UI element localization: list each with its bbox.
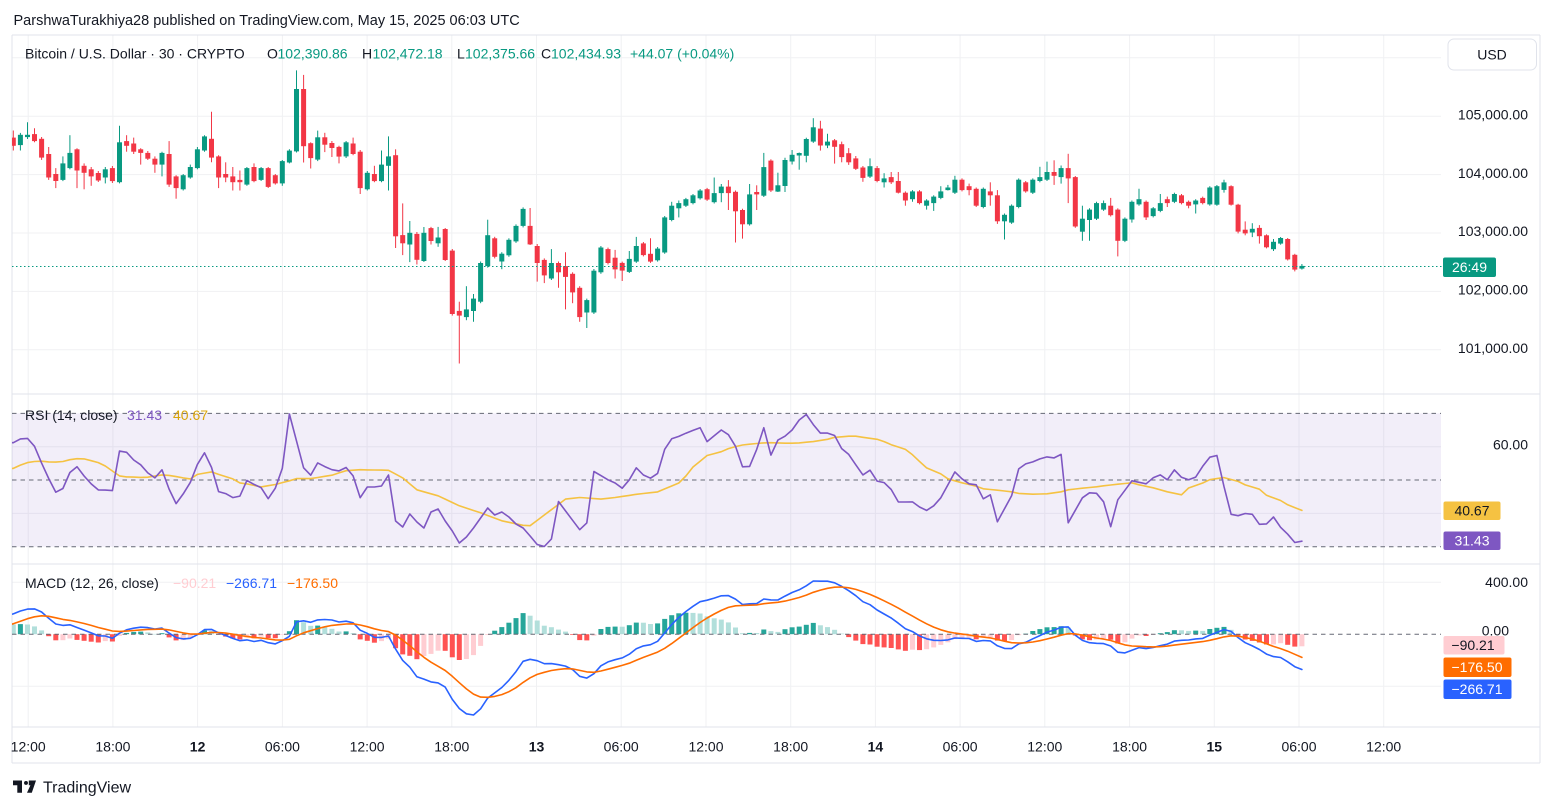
svg-text:ParshwaTurakhiya28 published o: ParshwaTurakhiya28 published on TradingV… [14,13,520,29]
svg-text:MACD (12, 26, close): MACD (12, 26, close) [25,575,159,591]
svg-text:102,375.66: 102,375.66 [465,46,535,62]
svg-text:15: 15 [1207,739,1223,755]
svg-text:18:00: 18:00 [1112,739,1147,755]
svg-text:12:00: 12:00 [11,739,46,755]
svg-text:C: C [541,46,551,62]
svg-text:14: 14 [868,739,884,755]
svg-text:400.00: 400.00 [1485,574,1528,590]
svg-text:−266.71: −266.71 [1452,681,1503,697]
svg-text:102,000.00: 102,000.00 [1458,282,1528,298]
svg-text:12:00: 12:00 [1027,739,1062,755]
svg-text:13: 13 [529,739,545,755]
svg-text:+44.07 (+0.04%): +44.07 (+0.04%) [630,46,734,62]
svg-text:H: H [362,46,372,62]
svg-text:−176.50: −176.50 [287,575,338,591]
svg-text:−90.21: −90.21 [1451,637,1494,653]
svg-text:O: O [267,46,278,62]
svg-text:12:00: 12:00 [688,739,723,755]
svg-text:−176.50: −176.50 [1452,659,1503,675]
svg-text:06:00: 06:00 [604,739,639,755]
svg-text:USD: USD [1477,47,1507,63]
svg-text:31.43: 31.43 [127,407,162,423]
svg-text:103,000.00: 103,000.00 [1458,223,1528,239]
svg-text:L: L [457,46,465,62]
svg-text:18:00: 18:00 [434,739,469,755]
svg-text:104,000.00: 104,000.00 [1458,165,1528,181]
svg-text:TradingView: TradingView [43,780,131,797]
svg-text:18:00: 18:00 [773,739,808,755]
svg-text:102,390.86: 102,390.86 [278,46,348,62]
svg-text:Bitcoin / U.S. Dollar · 30 · C: Bitcoin / U.S. Dollar · 30 · CRYPTO [25,46,245,62]
svg-text:60.00: 60.00 [1493,437,1528,453]
svg-text:31.43: 31.43 [1454,533,1489,549]
svg-text:06:00: 06:00 [943,739,978,755]
svg-text:−90.21: −90.21 [173,575,216,591]
svg-text:12: 12 [190,739,206,755]
svg-text:40.67: 40.67 [173,407,208,423]
svg-text:06:00: 06:00 [1281,739,1316,755]
svg-text:12:00: 12:00 [350,739,385,755]
svg-text:40.67: 40.67 [1454,503,1489,519]
svg-text:06:00: 06:00 [265,739,300,755]
svg-text:102,434.93: 102,434.93 [551,46,621,62]
svg-text:26:49: 26:49 [1452,259,1487,275]
svg-text:12:00: 12:00 [1366,739,1401,755]
svg-text:102,472.18: 102,472.18 [373,46,443,62]
svg-text:RSI (14, close): RSI (14, close) [25,407,118,423]
svg-text:0.00: 0.00 [1482,622,1509,638]
svg-text:−266.71: −266.71 [226,575,277,591]
svg-text:105,000.00: 105,000.00 [1458,106,1528,122]
svg-text:18:00: 18:00 [95,739,130,755]
svg-text:101,000.00: 101,000.00 [1458,340,1528,356]
